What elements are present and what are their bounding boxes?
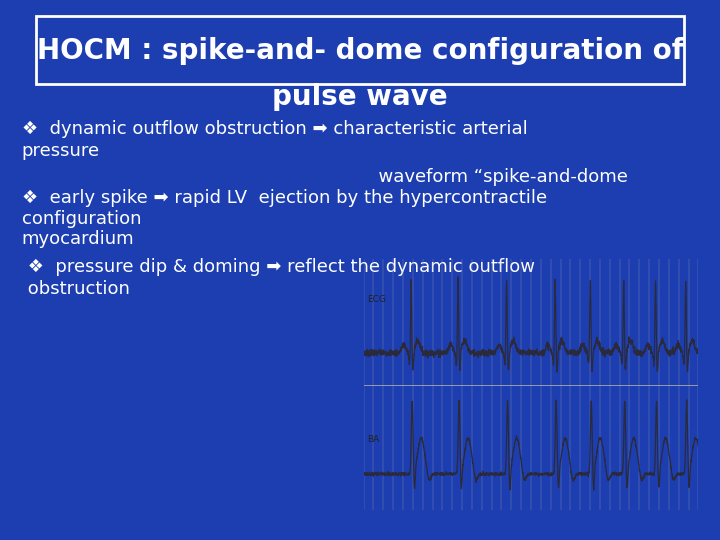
- Bar: [36, 16, 684, 84]
- Text: ECG: ECG: [367, 295, 386, 304]
- Text: pulse wave: pulse wave: [272, 83, 448, 111]
- Text: ❖  dynamic outflow obstruction ➡ characteristic arterial: ❖ dynamic outflow obstruction ➡ characte…: [22, 119, 527, 138]
- Text: BA: BA: [367, 435, 379, 444]
- Text: obstruction: obstruction: [22, 280, 130, 298]
- Text: pressure: pressure: [22, 142, 100, 160]
- Text: ❖  pressure dip & doming ➡ reflect the dynamic outflow: ❖ pressure dip & doming ➡ reflect the dy…: [22, 258, 534, 276]
- Text: ❖  early spike ➡ rapid LV  ejection by the hypercontractile: ❖ early spike ➡ rapid LV ejection by the…: [22, 189, 546, 207]
- Text: configuration: configuration: [22, 210, 141, 228]
- Text: myocardium: myocardium: [22, 230, 134, 248]
- Text: waveform “spike-and-dome: waveform “spike-and-dome: [22, 167, 627, 186]
- Text: HOCM : spike-and- dome configuration of: HOCM : spike-and- dome configuration of: [37, 37, 683, 65]
